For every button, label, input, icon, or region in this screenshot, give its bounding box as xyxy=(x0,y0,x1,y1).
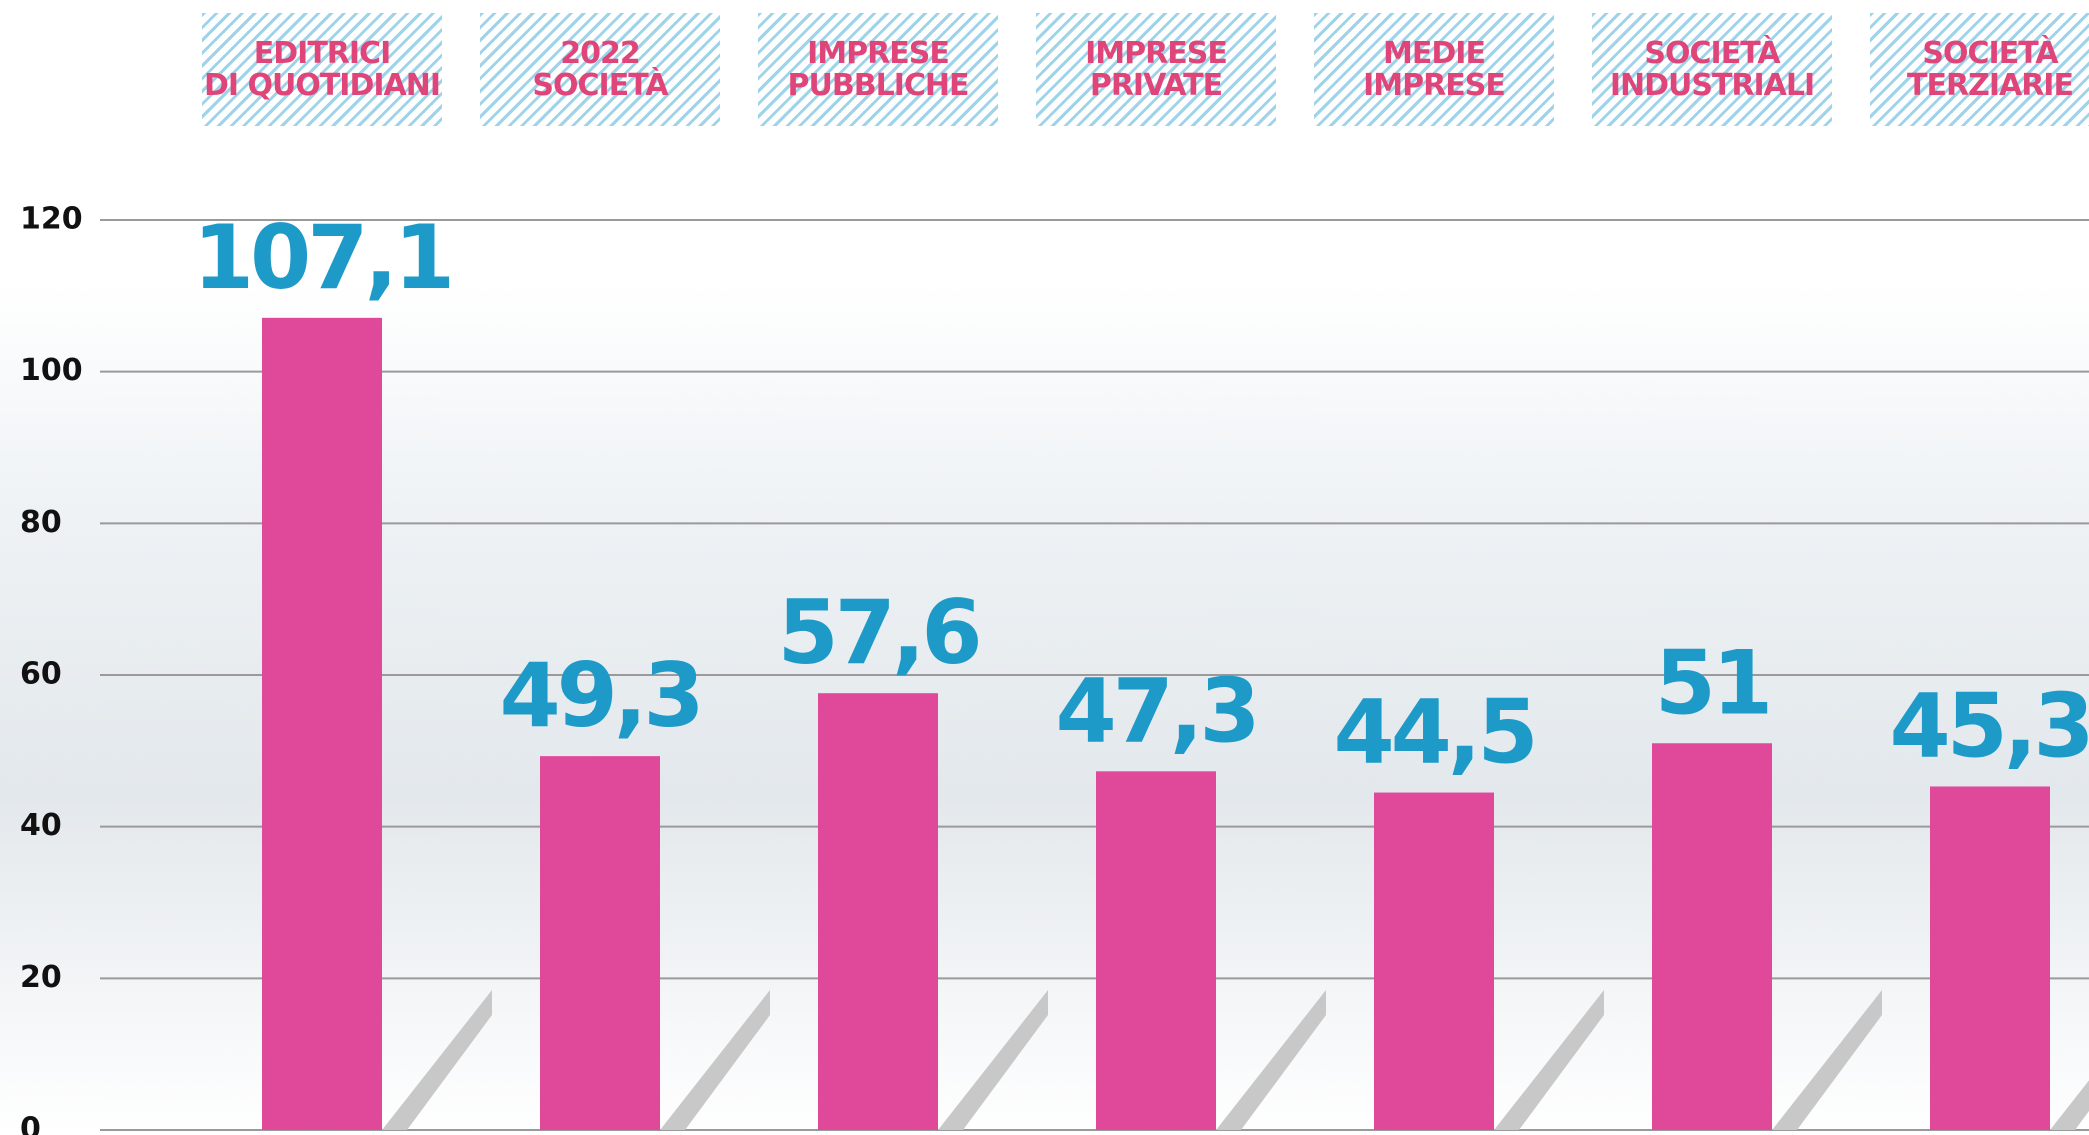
y-tick-label: 60 xyxy=(20,657,62,692)
category-label: SOCIETÀ TERZIARIE xyxy=(1870,13,2089,126)
y-tick-label: 80 xyxy=(20,505,62,540)
y-tick-label: 120 xyxy=(20,202,83,237)
y-tick-label: 40 xyxy=(20,808,62,843)
y-tick-label: 100 xyxy=(20,353,83,388)
value-label: 57,6 xyxy=(777,581,978,684)
value-label: 45,3 xyxy=(1889,674,2089,777)
bar xyxy=(1096,771,1216,1130)
bar xyxy=(540,756,660,1130)
bar-shadow xyxy=(660,990,770,1130)
category-label: SOCIETÀ INDUSTRIALI xyxy=(1592,13,1832,126)
bar-shadow xyxy=(1216,990,1326,1130)
y-tick-label: 0 xyxy=(20,1112,41,1135)
bar xyxy=(818,693,938,1130)
value-label: 51 xyxy=(1655,631,1769,734)
bar-shadow xyxy=(2050,990,2089,1130)
bar-shadow xyxy=(1494,990,1604,1130)
bar-shadow xyxy=(382,990,492,1130)
bar xyxy=(262,318,382,1130)
bar xyxy=(1374,793,1494,1130)
value-label: 44,5 xyxy=(1333,681,1534,784)
bar-shadow xyxy=(938,990,1048,1130)
category-label: 2022 SOCIETÀ xyxy=(480,13,720,126)
bar xyxy=(1930,786,2050,1130)
y-tick-label: 20 xyxy=(20,960,62,995)
value-label: 47,3 xyxy=(1055,659,1256,762)
category-label: IMPRESE PUBBLICHE xyxy=(758,13,998,126)
value-label: 49,3 xyxy=(499,644,700,747)
page: 0 20 40 60 80 100 120 107,1 49,3 57,6 47,3 44,5 51 45… xyxy=(0,0,2089,1135)
category-label: IMPRESE PRIVATE xyxy=(1036,13,1276,126)
category-label: MEDIE IMPRESE xyxy=(1314,13,1554,126)
bar-shadow xyxy=(1772,990,1882,1130)
chart: 0 20 40 60 80 100 120 107,1 49,3 57,6 47,3 44,5 51 45… xyxy=(0,0,2089,1135)
value-label: 107,1 xyxy=(193,206,451,309)
bar xyxy=(1652,743,1772,1130)
category-label: EDITRICI DI QUOTIDIANI xyxy=(202,13,442,126)
